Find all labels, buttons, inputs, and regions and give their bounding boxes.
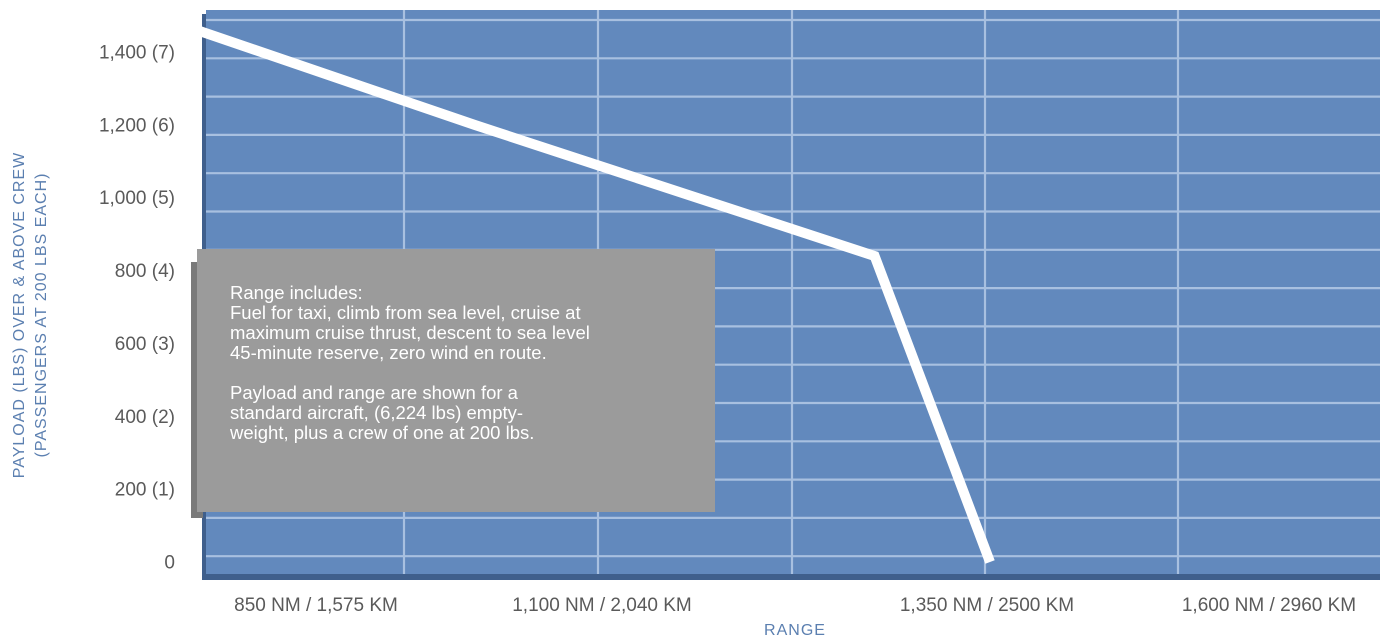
note-box-background [197,249,715,512]
note-line: standard aircraft, (6,224 lbs) empty- [230,402,523,423]
y-axis-title-line1: PAYLOAD (LBS) OVER & ABOVE CREW [11,152,28,478]
y-tick-label: 600 (3) [115,334,175,355]
payload-range-line [152,10,995,564]
y-axis-title-line2: (PASSENGERS AT 200 LBS EACH) [33,173,50,458]
series-layer [152,10,995,564]
note-line: 45-minute reserve, zero wind en route. [230,342,547,363]
y-tick-label: 1,000 (5) [99,188,175,209]
y-tick-label: 400 (2) [115,407,175,428]
y-tick-label: 200 (1) [115,480,175,501]
y-tick-label: 1,400 (7) [99,43,175,64]
note-line: Fuel for taxi, climb from sea level, cru… [230,302,581,323]
y-tick-label: 1,200 (6) [99,115,175,136]
y-tick-label: 800 (4) [115,261,175,282]
x-axis-title: RANGE [764,622,826,639]
y-tick-label: 0 [164,553,175,574]
x-tick-labels: 850 NM / 1,575 KM 1,100 NM / 2,040 KM 1,35… [234,595,1356,616]
note-line: Payload and range are shown for a [230,382,519,403]
note-line: maximum cruise thrust, descent to sea le… [230,322,590,343]
x-tick-label: 1,100 NM / 2,040 KM [512,595,692,616]
range-note-box: Range includes:Fuel for taxi, climb from… [191,249,715,518]
note-line: weight, plus a crew of one at 200 lbs. [229,422,534,443]
y-tick-labels: 0 200 (1) 400 (2) 600 (3) 800 (4) 1,000 (5) 1,… [99,43,175,574]
x-tick-label: 1,600 NM / 2960 KM [1182,595,1356,616]
note-heading: Range includes: [230,282,363,303]
x-tick-label: 850 NM / 1,575 KM [234,595,398,616]
x-tick-label: 1,350 NM / 2500 KM [900,595,1074,616]
